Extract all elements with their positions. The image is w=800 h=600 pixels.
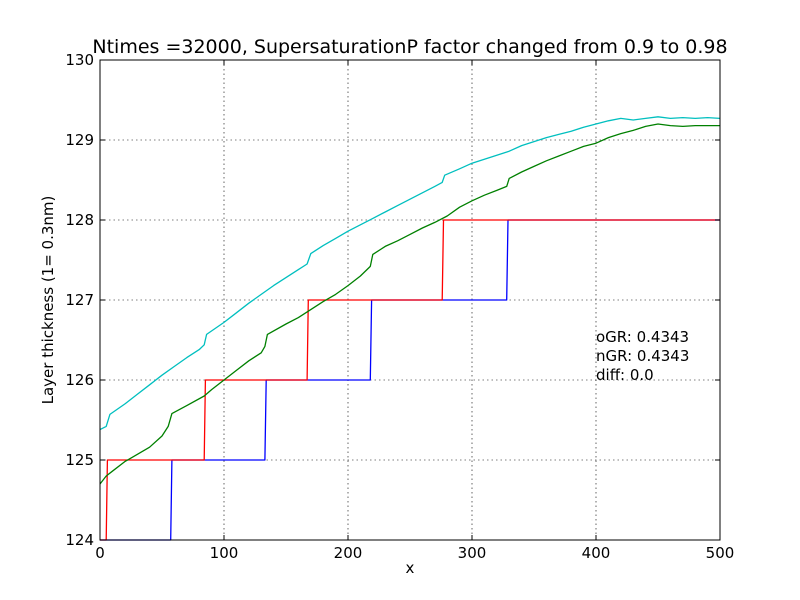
y-axis-label: Layer thickness (1= 0.3nm) (39, 196, 57, 405)
y-tick-label: 124 (65, 531, 94, 549)
tick-layer: 0 100 200 300 400 500 124 125 126 127 128 129 130 (65, 51, 734, 562)
chart-title: Ntimes =32000, SupersaturationP factor c… (92, 36, 727, 58)
annotation-diff: diff: 0.0 (596, 366, 654, 384)
y-tick-label: 128 (65, 211, 94, 229)
x-tick-label: 500 (706, 544, 735, 562)
y-tick-label: 126 (65, 371, 94, 389)
series-line-3 (99, 116, 721, 431)
x-tick-label: 100 (210, 544, 239, 562)
x-axis-label: x (406, 559, 415, 577)
annotation-ngr: nGR: 0.4343 (596, 347, 689, 365)
y-tick-label: 130 (65, 51, 94, 69)
series-line-0 (100, 219, 720, 541)
series-line-2 (99, 123, 720, 485)
series-layer (99, 116, 721, 541)
x-tick-label: 400 (582, 544, 611, 562)
x-tick-label: 200 (334, 544, 363, 562)
x-tick-label: 0 (95, 544, 105, 562)
y-tick-label: 127 (65, 291, 94, 309)
annotation-ogr: oGR: 0.4343 (596, 328, 689, 346)
series-line-1 (100, 219, 720, 541)
y-tick-label: 129 (65, 131, 94, 149)
y-tick-label: 125 (65, 451, 94, 469)
x-tick-label: 300 (458, 544, 487, 562)
